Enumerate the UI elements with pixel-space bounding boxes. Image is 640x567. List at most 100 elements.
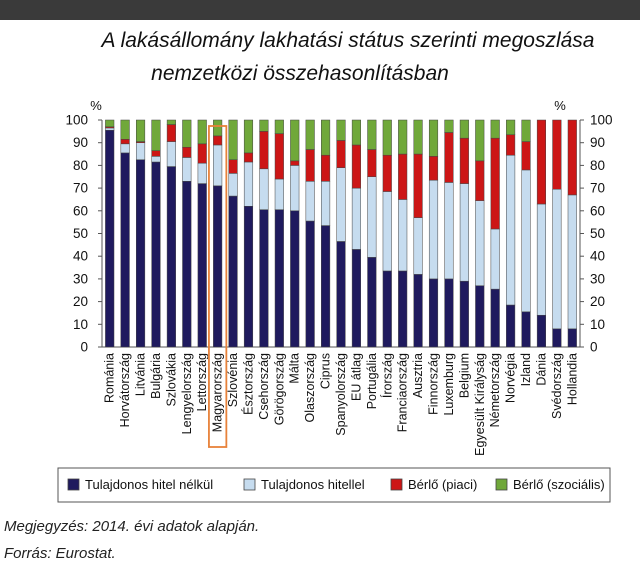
category-label-8: Szlovénia [226,353,240,407]
bar-segment-s1-23 [459,183,469,282]
bar-segment-s0-21 [428,278,439,348]
bar-segment-s3-11 [274,119,284,134]
bar-segment-s0-29 [552,328,562,348]
legend-label-2: Bérlő (piaci) [408,477,477,492]
category-label-28: Dánia [534,353,548,386]
y-tick-label-left: 100 [65,113,88,128]
bar-segment-s2-30 [567,119,577,196]
bar-segment-s0-3 [151,161,161,348]
bar-segment-s3-18 [382,119,392,156]
bar-segment-s3-3 [151,119,161,151]
bar-segment-s1-20 [413,217,423,275]
bar-segment-s2-27 [521,141,531,171]
category-label-6: Lettország [195,353,209,411]
category-label-14: Ciprus [319,353,333,389]
bar-segment-s3-8 [228,119,238,160]
bar-segment-s2-14 [321,154,331,182]
category-label-16: EU átlag [349,353,363,401]
bar-segment-s0-1 [120,152,130,348]
bar-segment-s0-22 [444,278,454,348]
bar-segment-s0-30 [567,328,577,348]
bar-segment-s0-28 [536,314,547,348]
bar-segment-s0-15 [336,241,346,348]
category-label-7: Magyarország [211,353,225,432]
bar-segment-s1-11 [274,178,284,210]
category-label-1: Horvátország [118,353,132,427]
bar-segment-s0-17 [367,257,377,348]
y-tick-label-left: 0 [80,340,88,355]
bar-segment-s0-9 [243,206,254,348]
bar-segment-s2-23 [459,137,469,184]
bar-segment-s3-2 [135,119,146,142]
bar-segment-s3-1 [120,119,130,140]
bar-segment-s3-0 [105,119,115,128]
bar-segment-s3-6 [197,119,207,145]
bar-segment-s2-8 [228,159,238,174]
y-tick-label-right: 40 [590,249,605,264]
category-label-25: Németország [488,353,502,427]
bar-segment-s0-8 [228,195,238,348]
bar-segment-s1-29 [552,188,562,330]
y-tick-label-right: 10 [590,317,605,332]
bar-segment-s1-21 [428,179,439,280]
bar-segment-s3-23 [459,119,469,139]
category-label-19: Franciaország [396,353,410,432]
bar-segment-s0-27 [521,311,531,348]
bar-segment-s0-26 [506,304,516,348]
category-label-10: Csehország [257,353,271,420]
category-label-12: Málta [288,353,302,384]
category-label-24: Egyesült Királyság [473,353,487,456]
bar-segment-s0-5 [182,181,192,348]
bar-segment-s2-11 [274,133,284,180]
y-tick-label-right: 0 [590,340,598,355]
chart-note: Megjegyzés: 2014. évi adatok alapján. [4,518,260,535]
bar-segment-s2-10 [259,131,269,170]
bar-segment-s3-26 [506,119,516,136]
bar-segment-s3-15 [336,119,346,141]
bar-segment-s1-25 [490,228,500,290]
bar-segment-s2-6 [197,143,207,164]
bar-segment-s2-19 [398,153,408,200]
bar-segment-s2-29 [552,119,562,190]
category-label-3: Bulgária [149,353,163,399]
y-tick-label-left: 10 [73,317,88,332]
bar-segment-s0-4 [166,166,176,348]
highlight-box [208,125,228,448]
category-label-29: Svédország [550,353,564,419]
y-tick-label-left: 60 [73,203,88,218]
y-tick-label-right: 60 [590,203,605,218]
bar-segment-s2-13 [305,149,315,182]
bar-segment-s1-30 [567,194,577,330]
bar-segment-s2-26 [506,134,516,156]
bar-segment-s3-19 [398,119,408,155]
bar-segment-s0-20 [413,274,423,348]
bar-segment-s3-16 [351,119,361,146]
bar-segment-s0-25 [490,288,500,348]
bar-segment-s1-2 [135,142,146,160]
category-label-30: Hollandia [565,353,579,405]
bar-segment-s2-25 [490,137,500,230]
bar-segment-s2-28 [536,119,547,205]
bar-segment-s1-10 [259,168,269,210]
y-tick-label-right: 50 [590,226,605,241]
bar-segment-s1-13 [305,181,315,222]
bar-segment-s2-21 [428,156,439,181]
bar-segment-s1-22 [444,182,454,280]
top-bar [0,0,640,20]
y-tick-label-left: 30 [73,271,88,286]
y-tick-label-right: 90 [590,135,605,150]
bar-segment-s3-21 [428,119,439,157]
bar-segment-s1-9 [243,161,254,207]
category-label-4: Szlovákia [164,353,178,407]
bar-segment-s1-12 [290,165,300,212]
category-label-9: Észtország [240,353,255,415]
bar-segment-s1-27 [521,169,531,313]
legend-swatch-3 [495,478,508,491]
bar-segment-s2-15 [336,140,346,168]
y-tick-label-left: 90 [73,135,88,150]
legend-box [57,467,611,503]
bar-segment-s3-25 [490,119,500,139]
category-label-27: Izland [519,353,533,386]
bar-segment-s2-7 [213,135,223,146]
category-label-0: Románia [103,353,117,403]
